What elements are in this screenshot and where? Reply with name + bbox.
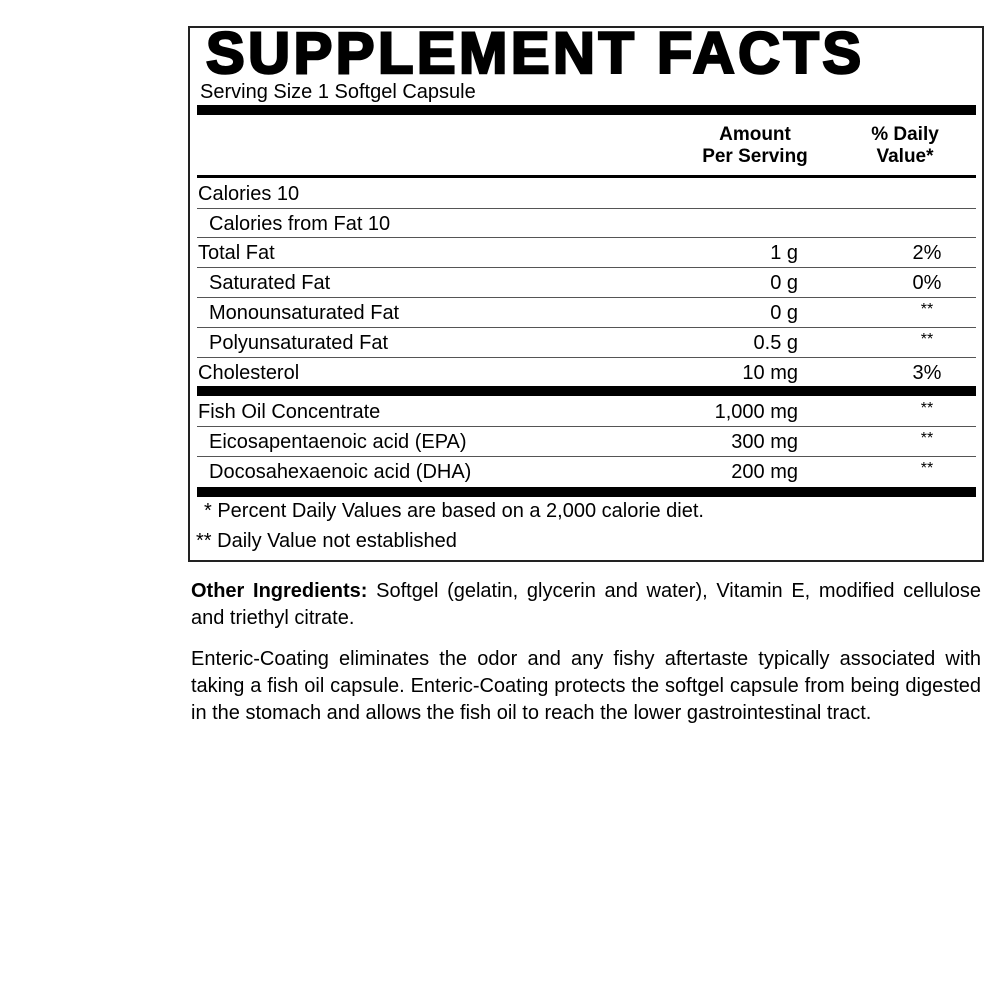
nutrient-daily-value: 3% <box>912 362 942 384</box>
row-divider <box>197 357 976 358</box>
daily-value-header: % Daily Value* <box>850 124 960 168</box>
nutrient-amount: 0 g <box>770 272 798 294</box>
nutrient-row: Docosahexaenoic acid (DHA) 200 mg ** <box>197 457 976 487</box>
nutrient-daily-value: ** <box>920 430 934 447</box>
row-divider <box>197 327 976 328</box>
nutrient-amount: 200 mg <box>731 461 798 483</box>
enteric-coating-description: Enteric-Coating eliminates the odor and … <box>191 648 981 724</box>
footnote-not-established: ** Daily Value not established <box>196 530 457 552</box>
dv-header-line1: % Daily <box>871 124 939 145</box>
panel-title: SUPPLEMENT FACTS <box>205 21 865 86</box>
other-ingredients: Other Ingredients: Softgel (gelatin, gly… <box>191 578 981 632</box>
other-ingredients-label: Other Ingredients: <box>191 580 368 602</box>
nutrient-daily-value: ** <box>920 331 934 348</box>
nutrient-amount: 10 mg <box>742 362 798 384</box>
nutrient-name: Fish Oil Concentrate <box>198 401 381 423</box>
supplement-facts-panel: SUPPLEMENT FACTS Serving Size 1 Softgel … <box>188 21 984 562</box>
nutrient-row: Calories from Fat 10 <box>197 209 976 239</box>
amount-header-line2: Per Serving <box>702 146 808 167</box>
nutrient-daily-value: ** <box>920 400 934 417</box>
nutrient-row: Cholesterol 10 mg 3% <box>197 358 976 388</box>
nutrient-row: Saturated Fat 0 g 0% <box>197 268 976 298</box>
dv-header-line2: Value* <box>876 146 934 167</box>
nutrient-amount: 1,000 mg <box>714 401 798 423</box>
nutrient-row: Eicosapentaenoic acid (EPA) 300 mg ** <box>197 427 976 457</box>
row-divider <box>197 208 976 209</box>
nutrient-row: Fish Oil Concentrate 1,000 mg ** <box>197 397 976 427</box>
nutrient-name: Polyunsaturated Fat <box>209 332 388 354</box>
thick-divider <box>197 105 976 115</box>
nutrient-name: Eicosapentaenoic acid (EPA) <box>209 431 467 453</box>
nutrient-name: Cholesterol <box>198 362 300 384</box>
row-divider <box>197 426 976 427</box>
nutrient-row: Total Fat 1 g 2% <box>197 238 976 268</box>
serving-size: Serving Size 1 Softgel Capsule <box>200 81 476 103</box>
nutrient-daily-value: 2% <box>912 242 942 264</box>
nutrient-name: Docosahexaenoic acid (DHA) <box>209 461 472 483</box>
row-divider <box>197 237 976 238</box>
nutrient-name: Calories 10 <box>198 183 300 205</box>
nutrient-name: Calories from Fat 10 <box>209 213 391 235</box>
nutrient-daily-value: ** <box>920 301 934 318</box>
nutrient-amount: 1 g <box>770 242 798 264</box>
thick-divider <box>197 487 976 497</box>
nutrient-row: Calories 10 <box>197 179 976 209</box>
row-divider <box>197 267 976 268</box>
nutrient-daily-value: ** <box>920 460 934 477</box>
thick-divider <box>197 386 976 396</box>
nutrient-name: Total Fat <box>198 242 275 264</box>
amount-header-line1: Amount <box>719 124 791 145</box>
nutrient-name: Saturated Fat <box>209 272 331 294</box>
nutrient-name: Monounsaturated Fat <box>209 302 400 324</box>
nutrient-amount: 0 g <box>770 302 798 324</box>
nutrient-amount: 0.5 g <box>753 332 798 354</box>
nutrient-amount: 300 mg <box>731 431 798 453</box>
row-divider <box>197 297 976 298</box>
amount-header: Amount Per Serving <box>690 124 820 168</box>
row-divider <box>197 456 976 457</box>
nutrient-row: Polyunsaturated Fat 0.5 g ** <box>197 328 976 358</box>
header-divider <box>197 175 976 178</box>
other-ingredients-text: Softgel (gelatin, glycerin and water), V… <box>191 580 981 629</box>
nutrient-row: Monounsaturated Fat 0 g ** <box>197 298 976 328</box>
nutrient-daily-value: 0% <box>912 272 942 294</box>
footnote-daily-values: * Percent Daily Values are based on a 2,… <box>204 500 704 522</box>
